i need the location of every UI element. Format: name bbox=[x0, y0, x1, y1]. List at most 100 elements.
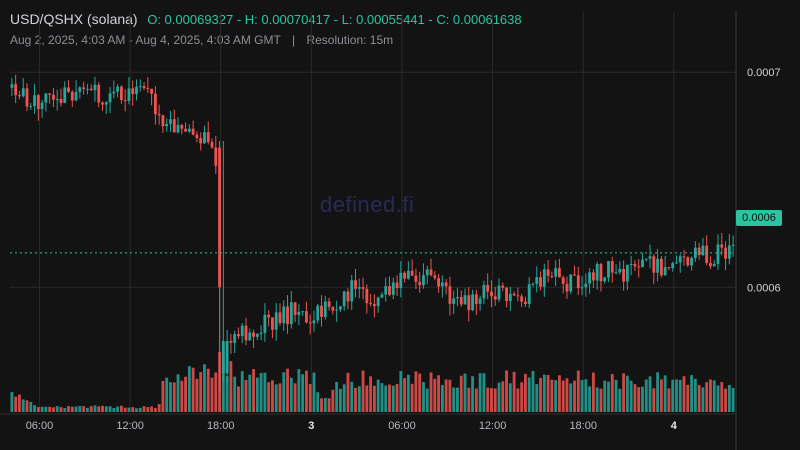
candle-body bbox=[244, 325, 248, 341]
volume-bar bbox=[48, 406, 52, 412]
candle-body bbox=[418, 281, 422, 286]
candle-body bbox=[135, 86, 138, 95]
candle bbox=[131, 80, 135, 106]
volume-bar bbox=[629, 380, 633, 412]
volume-bar bbox=[210, 377, 214, 412]
candle bbox=[354, 268, 357, 298]
volume-bar bbox=[516, 388, 520, 412]
volume-bar bbox=[406, 374, 410, 412]
candle bbox=[633, 260, 637, 271]
candle-body bbox=[607, 261, 610, 278]
candle bbox=[142, 82, 146, 91]
x-tick-label: 12:00 bbox=[479, 420, 507, 432]
candle bbox=[505, 286, 508, 308]
volume-bar bbox=[350, 381, 354, 412]
candle-body bbox=[48, 93, 52, 95]
volume-bar bbox=[289, 377, 293, 412]
candle bbox=[607, 260, 610, 282]
volume-bar bbox=[157, 404, 161, 412]
candle-body bbox=[342, 291, 346, 307]
candle-body bbox=[452, 298, 456, 304]
volume-bar bbox=[463, 373, 467, 412]
volume-bar bbox=[671, 379, 675, 412]
candle bbox=[112, 80, 116, 99]
candle-body bbox=[471, 294, 474, 311]
candle-body bbox=[350, 280, 354, 302]
volume-bar bbox=[588, 386, 592, 412]
candle bbox=[331, 306, 335, 315]
candle-body bbox=[252, 332, 255, 337]
candle-body bbox=[127, 88, 131, 101]
candle-body bbox=[278, 312, 282, 324]
candle-body bbox=[331, 306, 335, 311]
volume-bar bbox=[165, 377, 169, 412]
candle-body bbox=[248, 332, 252, 341]
candle-body bbox=[18, 95, 21, 97]
candle-body bbox=[614, 272, 618, 274]
volume-bar bbox=[724, 388, 727, 412]
volume-bar bbox=[252, 369, 255, 412]
volume-bar bbox=[278, 383, 282, 412]
candle bbox=[316, 303, 320, 324]
candle bbox=[210, 138, 214, 149]
candle-body bbox=[403, 272, 407, 279]
candle bbox=[127, 77, 131, 105]
candle bbox=[357, 278, 361, 299]
candle-body bbox=[675, 262, 678, 264]
candle bbox=[67, 80, 70, 94]
volume-bar bbox=[305, 370, 308, 412]
candle bbox=[667, 267, 671, 271]
volume-bar bbox=[637, 387, 641, 412]
candle-body bbox=[576, 275, 580, 289]
x-tick-label: 06:00 bbox=[26, 420, 54, 432]
candle bbox=[59, 88, 63, 107]
candle-body bbox=[153, 93, 157, 115]
candle bbox=[116, 84, 120, 98]
candle bbox=[720, 232, 724, 256]
candle bbox=[727, 233, 731, 265]
volume-bar bbox=[580, 380, 584, 412]
candle bbox=[501, 282, 505, 292]
candle-body bbox=[678, 256, 682, 263]
volume-bar bbox=[531, 370, 535, 412]
volume-bar bbox=[595, 387, 599, 412]
candle-body bbox=[709, 263, 712, 267]
candle bbox=[33, 84, 36, 114]
volume-bar bbox=[237, 386, 240, 412]
candle-body bbox=[240, 325, 244, 337]
volume-bar bbox=[101, 405, 104, 412]
volume-bar bbox=[437, 375, 440, 412]
candle-body bbox=[67, 87, 70, 92]
candle bbox=[599, 262, 603, 292]
candle bbox=[406, 261, 410, 280]
candle-body bbox=[588, 272, 592, 284]
volume-bar bbox=[512, 371, 516, 412]
candle bbox=[471, 289, 474, 312]
candle-body bbox=[316, 305, 320, 321]
candle bbox=[456, 287, 459, 307]
volume-bar bbox=[652, 388, 656, 412]
volume-bar bbox=[33, 405, 36, 412]
candle-body bbox=[301, 311, 305, 313]
volume-bar bbox=[116, 406, 120, 412]
candle bbox=[395, 275, 399, 297]
volume-bar bbox=[591, 372, 595, 412]
volume-bar bbox=[459, 375, 463, 412]
volume-bar bbox=[659, 379, 663, 412]
volume-bar bbox=[135, 408, 138, 412]
candle bbox=[338, 305, 342, 312]
volume-bar bbox=[82, 406, 86, 412]
candle-body bbox=[255, 333, 259, 337]
candle-body bbox=[10, 84, 14, 88]
chart-header-row: USD/QSHX (solana) O: 0.00069327 - H: 0.0… bbox=[10, 11, 522, 27]
volume-bar bbox=[176, 374, 180, 412]
candle-body bbox=[361, 287, 365, 289]
candle-body bbox=[652, 256, 656, 273]
volume-bar bbox=[565, 378, 569, 412]
candle-body bbox=[531, 283, 535, 285]
candle bbox=[497, 278, 501, 303]
volume-bar bbox=[422, 382, 425, 412]
volume-bar bbox=[206, 368, 210, 412]
candle bbox=[150, 88, 154, 106]
